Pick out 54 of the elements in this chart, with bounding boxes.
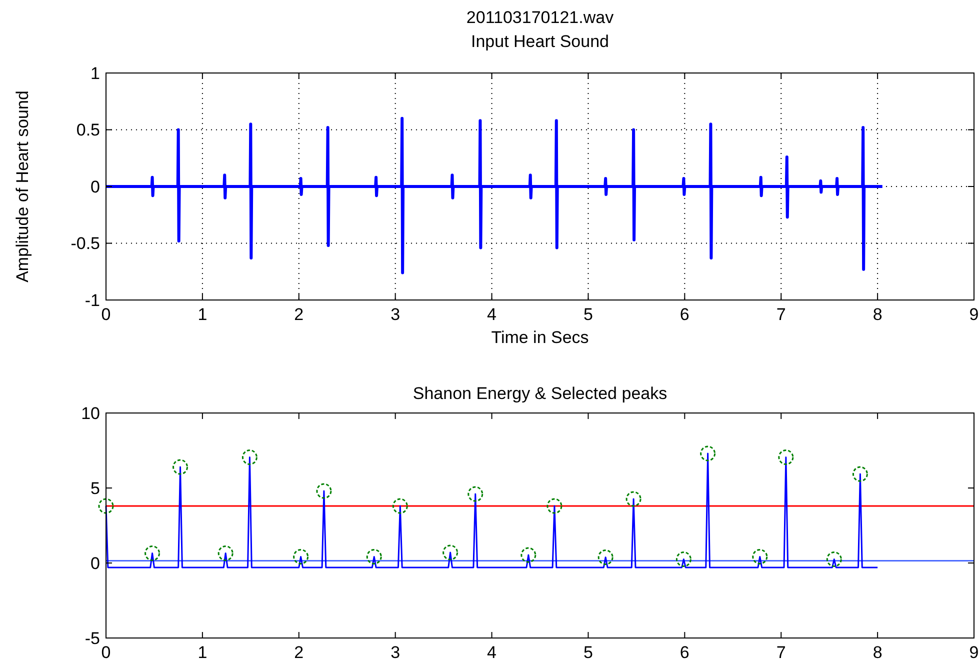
point: [144, 546, 160, 561]
chart-title: Shanon Energy & Selected peaks: [412, 384, 668, 403]
point: [520, 547, 536, 563]
y-axis-title: Amplitude of Heart sound: [13, 90, 32, 282]
x-tick-label: 3: [390, 643, 400, 662]
y-tick-label: 0: [90, 177, 100, 196]
y-tick-label: 10: [81, 404, 100, 423]
y-tick-label: 0: [90, 554, 100, 573]
x-tick-label: 1: [198, 305, 208, 324]
point: [316, 483, 332, 499]
x-tick-label: 9: [969, 305, 979, 324]
x-tick-label: 1: [198, 643, 208, 662]
x-tick-label: 4: [487, 305, 497, 324]
point: [392, 498, 408, 514]
x-tick-label: 5: [583, 643, 593, 662]
y-tick-label: 1: [90, 64, 100, 83]
point: [752, 548, 768, 564]
point: [468, 486, 484, 502]
y-tick-label: -5: [84, 628, 100, 648]
x-tick-label: 2: [294, 643, 304, 662]
point: [778, 450, 794, 465]
y-tick-label: -1: [84, 290, 100, 310]
point: [293, 548, 309, 564]
point: [366, 548, 382, 564]
point: [98, 498, 114, 514]
point: [598, 550, 614, 566]
point: [242, 450, 258, 465]
chart-title: 201103170121.wav: [466, 8, 614, 27]
x-tick-label: 9: [969, 643, 979, 662]
point: [826, 552, 842, 567]
x-tick-label: 3: [390, 305, 400, 324]
x-tick-label: 4: [487, 643, 497, 662]
point: [442, 544, 458, 560]
y-tick-label: -0.5: [70, 234, 100, 254]
chart-subtitle: Input Heart Sound: [471, 32, 609, 51]
line-series: [104, 116, 884, 274]
point: [626, 491, 642, 507]
point: [546, 498, 562, 514]
x-tick-label: 8: [872, 643, 882, 662]
x-tick-label: 5: [583, 305, 593, 324]
point: [700, 446, 716, 462]
point: [676, 552, 692, 567]
x-tick-label: 6: [680, 643, 690, 662]
x-tick-label: 6: [680, 305, 690, 324]
x-tick-label: 8: [872, 305, 882, 324]
y-tick-label: 0.5: [76, 120, 100, 140]
x-tick-label: 2: [294, 305, 304, 324]
x-tick-label: 7: [776, 305, 786, 324]
x-tick-label: 7: [776, 643, 786, 662]
point: [218, 546, 234, 561]
x-axis-title: Time in Secs: [491, 328, 589, 347]
point: [852, 466, 868, 482]
point: [172, 459, 188, 475]
y-tick-label: 5: [90, 478, 100, 498]
